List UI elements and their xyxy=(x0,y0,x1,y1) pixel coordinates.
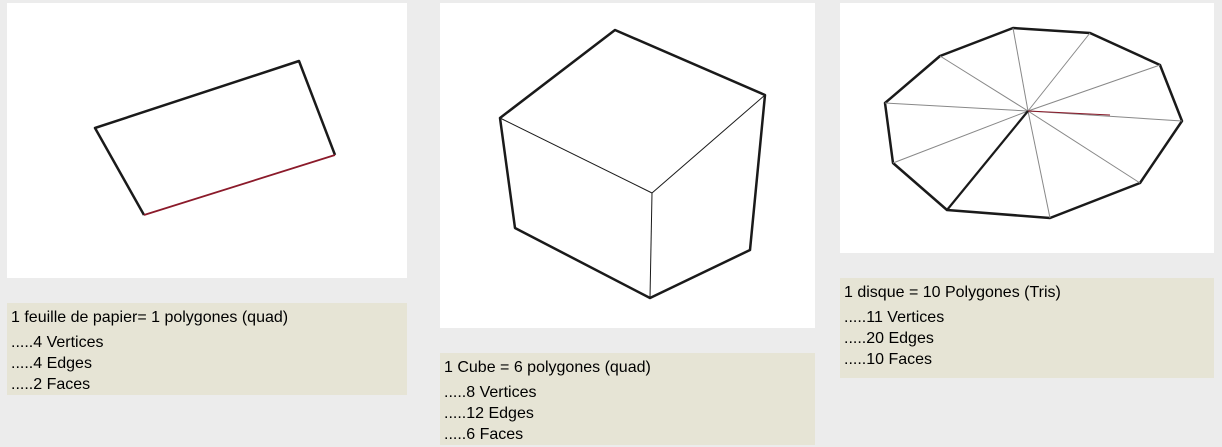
paper-sheet-faces: .....2 Faces xyxy=(11,376,91,393)
disc-vertices: .....11 Vertices xyxy=(844,309,945,326)
cube-edge-top-front xyxy=(499,117,653,194)
paper-sheet-edges xyxy=(93,59,337,216)
disc-caption: 1 disque = 10 Polygones (Tris) .....11 V… xyxy=(840,278,1214,378)
disc-edges: .....20 Edges xyxy=(844,330,934,347)
disc-red-spoke xyxy=(1027,110,1111,116)
cube-faces: .....6 Faces xyxy=(444,426,524,443)
cube-edge-vertical xyxy=(649,192,653,299)
cube-title: 1 Cube = 6 polygones (quad) xyxy=(444,359,651,376)
paper-sheet-bottom-edge xyxy=(143,154,336,216)
disc-title: 1 disque = 10 Polygones (Tris) xyxy=(844,284,1061,301)
paper-sheet-diagram xyxy=(93,59,337,216)
paper-sheet-panel xyxy=(7,3,407,278)
paper-sheet-edges-count: .....4 Edges xyxy=(11,355,92,372)
paper-sheet-caption: 1 feuille de papier= 1 polygones (quad) … xyxy=(7,303,407,395)
paper-sheet-vertices: .....4 Vertices xyxy=(11,334,104,351)
disc-outline xyxy=(883,26,1184,220)
cube-caption: 1 Cube = 6 polygones (quad) .....8 Verti… xyxy=(440,353,815,445)
disc-panel xyxy=(840,3,1214,253)
disc-bold-spoke xyxy=(946,110,1029,211)
disc-diagram xyxy=(883,26,1184,220)
disc-faces: .....10 Faces xyxy=(844,351,933,368)
cube-panel xyxy=(440,3,815,328)
paper-sheet-title: 1 feuille de papier= 1 polygones (quad) xyxy=(11,309,289,326)
cube-edges: .....12 Edges xyxy=(444,405,534,422)
cube-diagram xyxy=(498,28,767,300)
disc-spokes xyxy=(884,27,1183,219)
cube-edge-top-right xyxy=(651,94,766,194)
cube-outline xyxy=(498,28,767,300)
cube-vertices: .....8 Vertices xyxy=(444,384,537,401)
